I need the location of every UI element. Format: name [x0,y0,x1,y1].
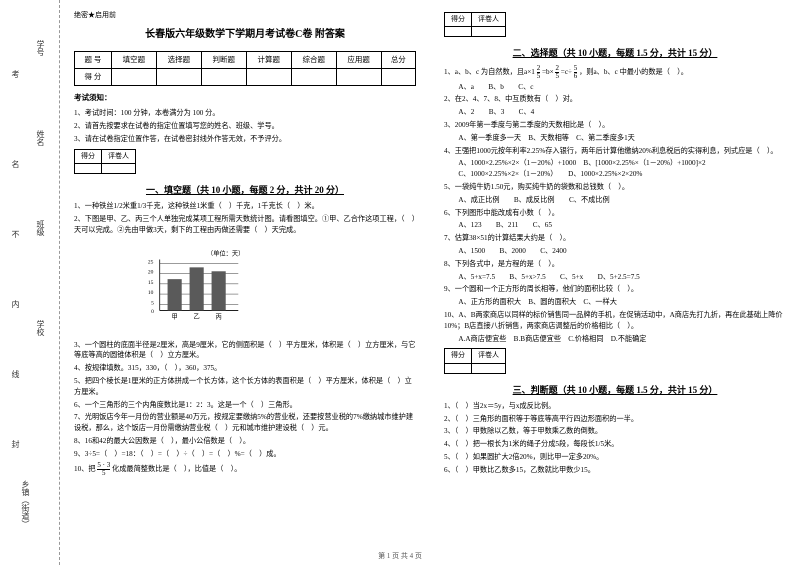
question: 6、一个三角形的三个内角度数比是1：2：3。这是一个（ ）三角形。 [74,400,416,411]
grader-box: 得分评卷人 [444,348,506,373]
options: A、a B、b C、c [444,82,786,93]
options: A.A商店便宜些 B.B商店便宜些 C.价格相同 D.不能确定 [444,334,786,345]
notice-heading: 考试须知： [74,92,416,104]
margin-marker: 不 [10,230,21,238]
question: 2、下图是甲、乙、丙三个人单独完成某项工程所需天数统计图。请看图填空。①甲、乙合… [74,214,416,236]
question: 2、在2、4、7、8、中互质数有（ ）对。 [444,94,786,105]
th: 题 号 [75,52,112,69]
options: A、成正比例 B、成反比例 C、不成比例 [444,195,786,206]
margin-marker: 考 [10,70,21,78]
question: 3、一个圆柱的底面半径是2厘米，高是9厘米，它的侧面积是（ ）平方厘米，体积是（… [74,340,416,362]
question: 9、3÷5=（ ）=18：（ ）=（ ）÷（ ）=（ ）%=（ ）成。 [74,449,416,460]
question: 1、（ ）当2x＝5y，与x成反比例。 [444,401,786,412]
options: A、1000×2.25%×2×（1－20%）+1000 B、[1000×2.25… [444,158,786,180]
page-content: 绝密★启用前 长春版六年级数学下学期月考试卷C卷 附答案 题 号 填空题 选择题… [60,0,800,565]
question: 4、王强把1000元按年利率2.25%存入银行，两年后计算他缴纳20%利息税后的… [444,146,786,157]
grader-box: 得分评卷人 [444,12,506,37]
options: A、1500 B、2000 C、2400 [444,246,786,257]
column-right: 得分评卷人 二、选择题（共 10 小题，每题 1.5 分，共计 15 分） 1、… [430,0,800,565]
exam-title: 长春版六年级数学下学期月考试卷C卷 附答案 [74,27,416,43]
grader-box: 得分评卷人 [74,149,136,174]
question: 5、一袋纯牛奶1.50元，购买纯牛奶的袋数和总钱数（ ）。 [444,182,786,193]
margin-marker: 内 [10,300,21,308]
question: 5、把四个棱长是1厘米的正方体拼成一个长方体，这个长方体的表面积是（ ）平方厘米… [74,376,416,398]
section-1-heading: 一、填空题（共 10 小题，每题 2 分，共计 20 分） [74,183,416,197]
section-2-heading: 二、选择题（共 10 小题，每题 1.5 分，共计 15 分） [444,46,786,60]
table-row: 得 分 [75,69,416,86]
question: 6、下列图形中能改成有小数（ ）。 [444,208,786,219]
options: A、123 B、211 C、65 [444,220,786,231]
margin-label-school: 学校 [35,320,46,336]
margin-label-name: 姓名 [35,130,46,146]
options: A、2 B、3 C、4 [444,107,786,118]
th: 总分 [381,52,415,69]
mini-th: 得分 [75,149,102,163]
question: 1、a、b、c 为自然数，且a×1 25 =b× 25 =c÷ 56 ，则a、b… [444,65,786,80]
margin-label-id: 学号 [35,40,46,56]
th: 选择题 [156,52,201,69]
question: 5、（ ）如果圆扩大2倍20%，则比甲一定多20%。 [444,452,786,463]
table-row: 题 号 填空题 选择题 判断题 计算题 综合题 应用题 总分 [75,52,416,69]
question: 2、（ ）三角形的面积等于等底等高平行四边形面积的一半。 [444,414,786,425]
section-3-heading: 三、判断题（共 10 小题，每题 1.5 分，共计 15 分） [444,383,786,397]
question: 7、估算38×51的计算结果大约是（ ）。 [444,233,786,244]
options: A、5+x=7.5 B、5+x>7.5 C、5+x D、5+2.5=7.5 [444,272,786,283]
notice-item: 2、请首先按要求在试卷的指定位置填写您的姓名、班级、学号。 [74,121,416,132]
page-footer: 第 1 页 共 4 页 [0,551,800,561]
margin-label-class: 班级 [35,220,46,236]
svg-text:25: 25 [148,259,154,265]
question: 4、按规律填数。315，330，（ ），360，375。 [74,363,416,374]
options: A、正方形的面积大 B、圆的面积大 C、一样大 [444,297,786,308]
question: 8、下列各式中，是方程的是（ ）。 [444,259,786,270]
question: 9、一个圆和一个正方形的周长相等，他们的面积比较（ ）。 [444,284,786,295]
chart-unit: （单位：天） [207,248,245,257]
th: 应用题 [336,52,381,69]
th: 判断题 [201,52,246,69]
question: 7、光明饭店今年一月份的营业额是40万元，按规定要缴纳5%的营业税，还要按营业税… [74,412,416,434]
question: 1、一种铁丝1/2米重1/3千克，这种铁丝1米重（ ）千克，1千克长（ ）米。 [74,201,416,212]
question: 3、2009年第一季度与第二季度的天数相比是（ ）。 [444,120,786,131]
mini-th: 评卷人 [102,149,136,163]
svg-text:0: 0 [151,308,154,314]
confidential-label: 绝密★启用前 [74,10,416,21]
th: 计算题 [246,52,291,69]
options: A、第一季度多一天 B、天数相等 C、第二季度多1天 [444,133,786,144]
question: 10、把 5 · 35 化成最简整数比是（ ），比值是（ ）。 [74,462,416,477]
column-left: 绝密★启用前 长春版六年级数学下学期月考试卷C卷 附答案 题 号 填空题 选择题… [60,0,430,565]
margin-marker: 名 [10,160,21,168]
question: 8、16和42的最大公因数是（ ），最小公倍数是（ ）。 [74,436,416,447]
score-summary-table: 题 号 填空题 选择题 判断题 计算题 综合题 应用题 总分 得 分 [74,51,416,86]
svg-text:甲: 甲 [172,312,178,320]
question: 4、（ ）把一根长为1米的绳子分成5段，每段长1/5米。 [444,439,786,450]
td: 得 分 [75,69,112,86]
question: 3、（ ）甲数除以乙数，等于甲数乘乙数的倒数。 [444,426,786,437]
svg-text:丙: 丙 [216,312,222,320]
bar-chart-icon: （单位：天） 25 20 15 10 5 0 甲 乙 丙 [144,242,254,332]
margin-label-town: 乡镇（街道） [20,480,31,528]
svg-text:10: 10 [148,290,154,296]
svg-text:5: 5 [151,300,154,306]
margin-marker: 封 [10,440,21,448]
margin-marker: 线 [10,370,21,378]
th: 填空题 [111,52,156,69]
notice-item: 3、请在试卷指定位置作答，在试卷密封线外作答无效，不予评分。 [74,134,416,145]
question: 6、（ ）甲数比乙数多15，乙数就比甲数少15。 [444,465,786,476]
question: 10、A、B两家商店以同样的标价销售同一品牌的手机，在促销活动中，A商店先打九折… [444,310,786,332]
th: 综合题 [291,52,336,69]
notice-item: 1、考试时间：100 分钟，本卷满分为 100 分。 [74,108,416,119]
svg-text:乙: 乙 [194,312,200,320]
svg-text:20: 20 [148,269,154,275]
svg-text:15: 15 [148,279,154,285]
binding-margin: 学号 姓名 班级 学校 乡镇（街道） 考 名 不 内 线 封 [0,0,60,565]
